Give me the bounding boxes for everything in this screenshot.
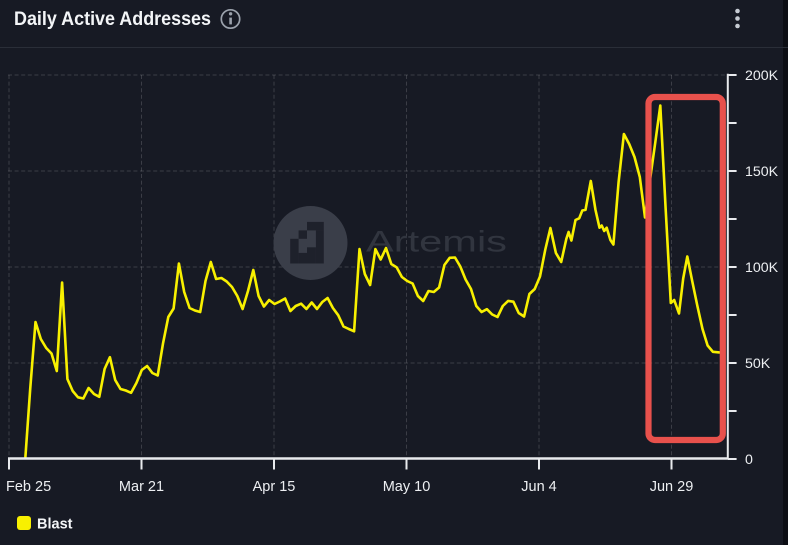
svg-text:200K: 200K: [745, 68, 779, 84]
svg-text:May 10: May 10: [383, 479, 431, 495]
svg-text:50K: 50K: [745, 356, 771, 372]
svg-text:Daily Active Addresses: Daily Active Addresses: [14, 9, 211, 30]
svg-text:Blast: Blast: [37, 517, 73, 533]
svg-text:0: 0: [745, 452, 753, 468]
svg-text:Jun 4: Jun 4: [521, 479, 556, 495]
svg-text:100K: 100K: [745, 260, 779, 276]
svg-text:Mar 21: Mar 21: [119, 479, 164, 495]
svg-text:Artemis: Artemis: [366, 226, 507, 259]
svg-text:Apr 15: Apr 15: [253, 479, 296, 495]
svg-text:Jun 29: Jun 29: [650, 479, 694, 495]
svg-text:Feb 25: Feb 25: [6, 479, 51, 495]
svg-text:150K: 150K: [745, 164, 779, 180]
